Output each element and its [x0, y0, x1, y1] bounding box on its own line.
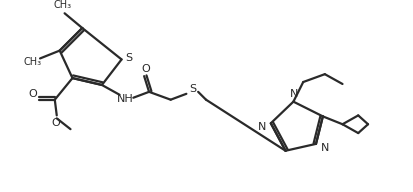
- Text: NH: NH: [117, 94, 134, 104]
- Text: N: N: [258, 122, 266, 132]
- Text: O: O: [142, 64, 150, 74]
- Text: O: O: [29, 89, 38, 99]
- Text: S: S: [190, 84, 197, 94]
- Text: O: O: [51, 118, 60, 128]
- Text: CH₃: CH₃: [54, 0, 72, 10]
- Text: N: N: [290, 89, 299, 99]
- Text: CH₃: CH₃: [23, 57, 41, 67]
- Text: S: S: [125, 53, 132, 63]
- Text: N: N: [320, 143, 329, 153]
